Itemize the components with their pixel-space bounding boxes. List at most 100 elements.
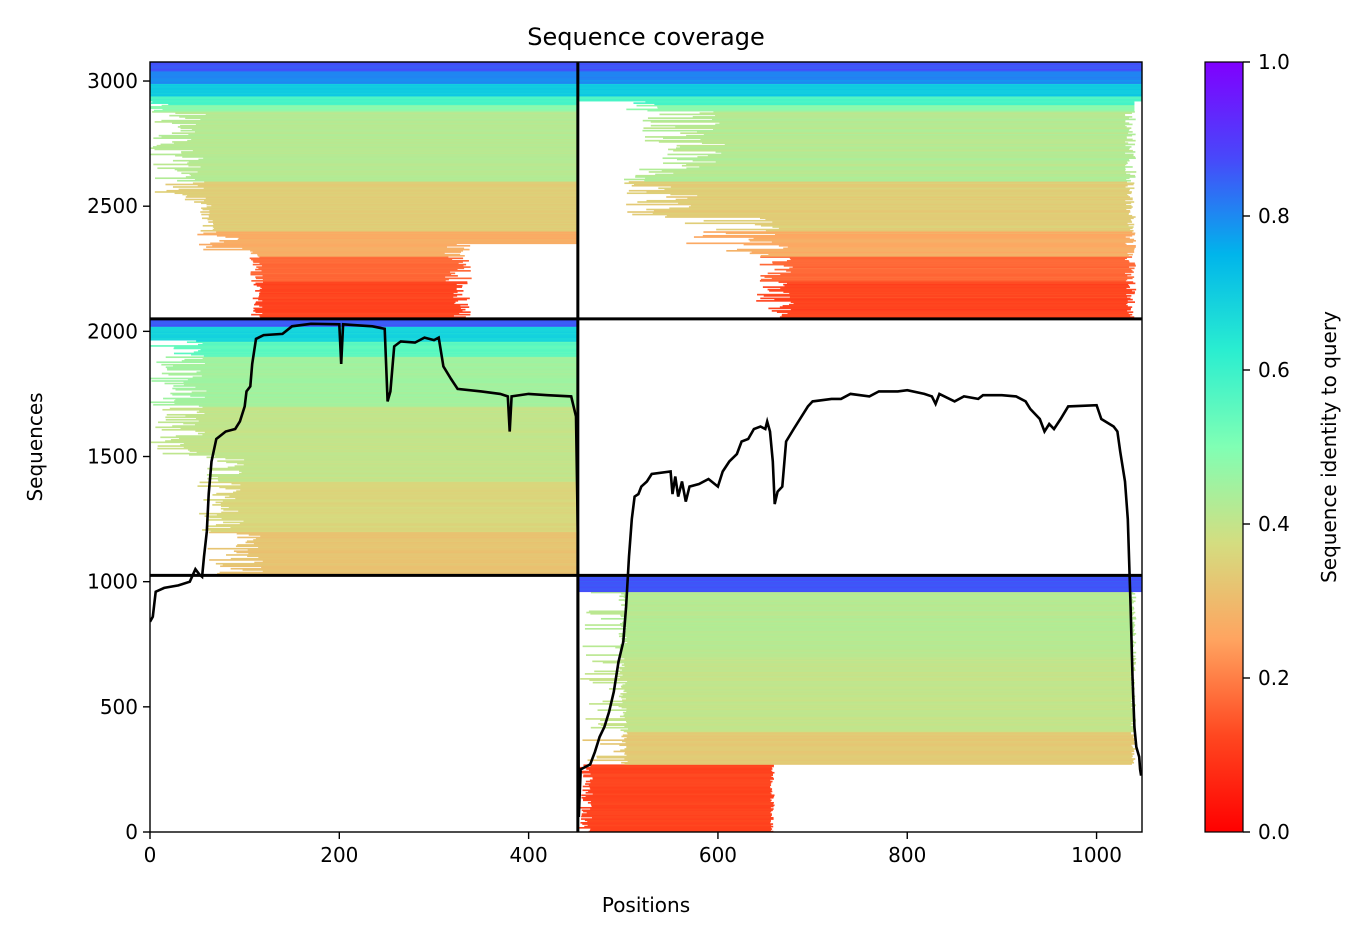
heatmap-row [658,141,1126,143]
heatmap-row [206,474,578,476]
heatmap-row [238,237,578,240]
heatmap-row [150,107,578,109]
heatmap-row [783,247,1135,250]
heatmap-row [204,431,578,434]
heatmap-row [624,725,1136,728]
heatmap-row [578,72,1142,74]
heatmap-row [580,806,771,809]
heatmap-row [589,829,771,832]
heatmap-row [217,460,578,462]
heatmap-row [619,715,1134,718]
heatmap-row [187,162,578,165]
heatmap-row [150,321,578,323]
heatmap-row [624,713,1135,715]
heatmap-row [721,152,1126,155]
heatmap-row [618,705,1136,708]
heatmap-row [624,716,1135,719]
heatmap-row [693,236,1126,238]
heatmap-row [778,227,1133,230]
heatmap-row [578,582,1142,585]
heatmap-row [585,783,771,785]
heatmap-row [578,73,1142,76]
heatmap-row [156,144,578,147]
heatmap-row [624,658,1137,660]
heatmap-row [625,616,1136,619]
heatmap-row [686,163,1127,166]
heatmap-row [195,430,578,432]
heatmap-row [700,138,1133,141]
heatmap-row [618,695,1136,698]
heatmap-row [182,156,578,158]
heatmap-row [696,131,1133,133]
heatmap-row [150,84,578,87]
heatmap-row [582,798,771,800]
heatmap-row [247,555,578,558]
heatmap-row [625,605,1133,608]
heatmap-row [230,526,578,529]
heatmap-row [646,191,1132,193]
heatmap-row [623,620,1133,623]
heatmap-row [581,809,773,812]
heatmap-row [150,73,578,76]
heatmap-row [760,278,1128,281]
heatmap-row [587,820,771,823]
heatmap-row [222,564,578,566]
heatmap-row [594,670,1134,673]
heatmap-row [619,650,1132,653]
heatmap-row [246,540,578,543]
heatmap-row [620,693,1134,695]
heatmap-row [620,676,1133,679]
heatmap-row [201,207,578,210]
y-tick-label: 2500 [87,194,138,218]
heatmap-row [578,84,1142,87]
heatmap-row [219,571,578,574]
heatmap-row [195,123,578,126]
y-axis-label: Sequences [23,392,47,501]
heatmap-row [759,217,1134,220]
heatmap-row [590,808,774,810]
heatmap-row [180,124,578,127]
heatmap-row [578,77,1142,79]
heatmap-row [667,153,1134,156]
heatmap-row [262,570,578,573]
heatmap-row [578,87,1142,89]
heatmap-row [602,661,1137,664]
heatmap-row [760,275,1128,277]
heatmap-row [191,138,578,141]
heatmap-row [686,167,1126,170]
heatmap-row [152,111,578,113]
heatmap-row [154,121,578,123]
heatmap-row [157,447,578,450]
heatmap-row [596,756,1132,759]
heatmap-row [726,249,1134,252]
heatmap-row [780,287,1127,290]
heatmap-row [247,549,578,551]
heatmap-row [624,607,1135,610]
heatmap-row [198,405,578,407]
heatmap-row [584,825,774,828]
heatmap-row [626,754,1133,757]
heatmap-row [598,723,1135,725]
heatmap-row [578,83,1142,86]
heatmap-row [687,197,1133,200]
heatmap-row [736,248,1135,251]
heatmap-row [592,778,774,780]
heatmap-row [260,291,458,293]
heatmap-row [241,471,578,474]
heatmap-row [588,769,772,772]
heatmap-row [237,462,578,465]
heatmap-row [768,307,1132,310]
heatmap-row [173,352,578,355]
heatmap-row [619,671,1133,674]
heatmap-row [252,263,467,266]
heatmap-row [760,224,1129,227]
heatmap-row [150,328,578,331]
heatmap-row [633,183,1134,186]
heatmap-row [780,273,1132,276]
heatmap-row [166,413,578,416]
heatmap-row [776,311,1134,313]
heatmap-row [150,87,578,89]
heatmap-row [255,282,468,285]
heatmap-row [261,566,578,569]
heatmap-row [150,401,578,404]
